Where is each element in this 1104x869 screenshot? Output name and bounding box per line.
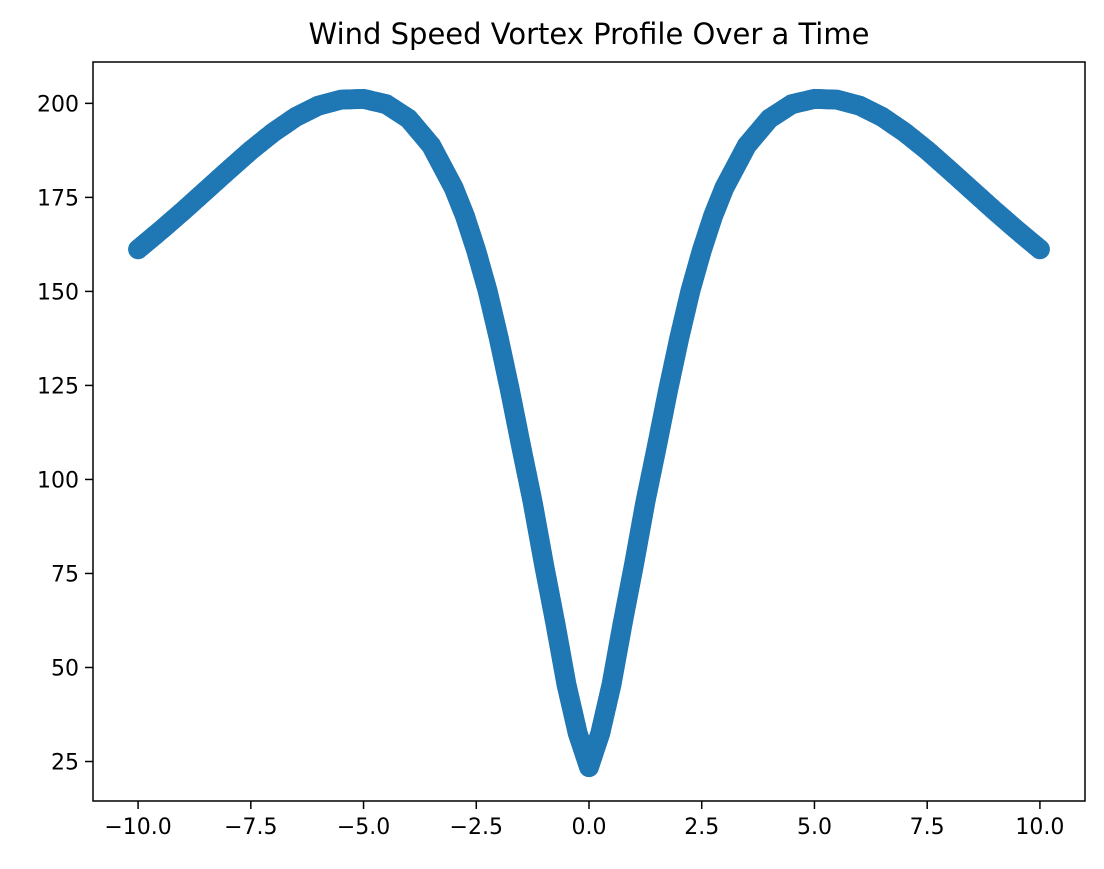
x-tick-label: 10.0 xyxy=(1015,815,1064,840)
x-tick-label: 5.0 xyxy=(797,815,832,840)
y-tick-label: 125 xyxy=(37,374,79,399)
data-point xyxy=(1029,239,1050,260)
x-tick-label: −2.5 xyxy=(450,815,503,840)
y-axis: 25 50 75 100 125 150 175 200 xyxy=(37,92,93,776)
plot-frame xyxy=(92,61,1086,802)
y-tick-label: 25 xyxy=(51,751,79,776)
y-tick-label: 100 xyxy=(37,468,79,493)
x-tick-label: 7.5 xyxy=(910,815,945,840)
chart-title: Wind Speed Vortex Profile Over a Time xyxy=(309,17,870,51)
y-tick-label: 75 xyxy=(51,562,79,587)
y-tick-label: 150 xyxy=(37,280,79,305)
x-tick-label: 2.5 xyxy=(684,815,719,840)
y-tick-label: 200 xyxy=(37,92,79,117)
y-tick-label: 175 xyxy=(37,186,79,211)
x-tick-label: 0.0 xyxy=(572,815,607,840)
data-markers xyxy=(128,88,1050,778)
x-axis: −10.0 −7.5 −5.0 −2.5 0.0 2.5 5.0 7.5 10.0 xyxy=(104,801,1064,840)
y-tick-label: 50 xyxy=(51,656,79,681)
x-tick-label: −7.5 xyxy=(224,815,277,840)
x-tick-label: −5.0 xyxy=(337,815,390,840)
x-tick-label: −10.0 xyxy=(104,815,171,840)
